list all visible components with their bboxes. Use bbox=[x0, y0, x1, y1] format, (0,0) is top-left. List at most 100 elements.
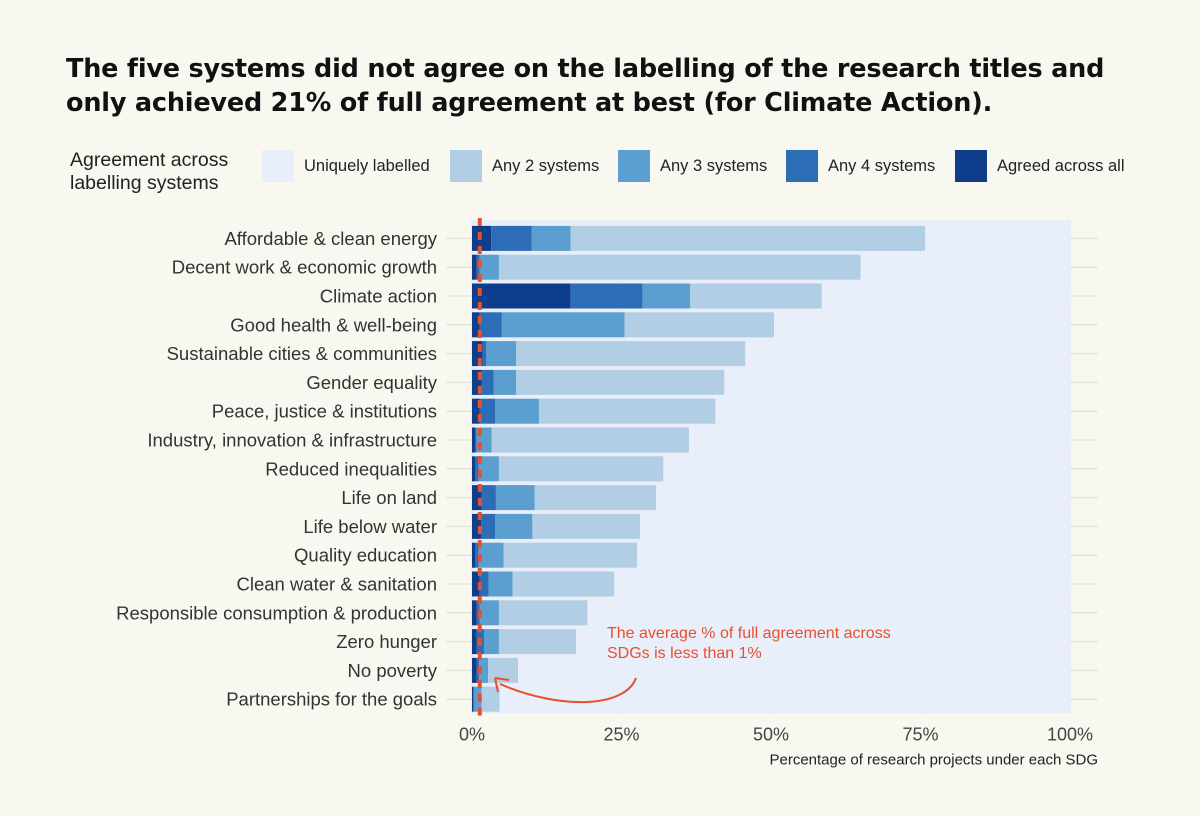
bar-agreed-across-all bbox=[472, 283, 571, 309]
legend-swatch bbox=[955, 150, 987, 182]
bar-any-2-systems bbox=[481, 686, 500, 712]
category-label: Decent work & economic growth bbox=[172, 257, 437, 278]
bar-agreed-across-all bbox=[472, 369, 482, 395]
bar-any-3-systems bbox=[501, 312, 625, 338]
bar-any-3-systems bbox=[478, 456, 499, 482]
bar-agreed-across-all bbox=[472, 456, 475, 482]
legend-label: Uniquely labelled bbox=[304, 157, 430, 175]
bar-agreed-across-all bbox=[472, 398, 480, 424]
bar-any-2-systems bbox=[516, 341, 746, 367]
x-tick-label: 25% bbox=[603, 725, 639, 745]
bar-any-2-systems bbox=[516, 369, 725, 395]
bar-any-3-systems bbox=[483, 629, 499, 655]
bar-any-2-systems bbox=[570, 225, 926, 251]
bar-agreed-across-all bbox=[472, 657, 477, 683]
annotation-text: The average % of full agreement across S… bbox=[607, 625, 891, 662]
bar-uniquely-labelled bbox=[724, 369, 1070, 395]
bar-uniquely-labelled bbox=[773, 312, 1070, 338]
bar-any-4-systems bbox=[473, 686, 475, 712]
bar-any-4-systems bbox=[481, 485, 496, 511]
bar-uniquely-labelled bbox=[745, 341, 1070, 367]
bar-any-4-systems bbox=[474, 427, 477, 453]
bar-any-4-systems bbox=[479, 312, 502, 338]
bar-any-2-systems bbox=[491, 427, 690, 453]
category-label: Peace, justice & institutions bbox=[212, 401, 437, 422]
bar-any-2-systems bbox=[534, 485, 657, 511]
bar-any-3-systems bbox=[479, 254, 499, 280]
chart-title: The five systems did not agree on the la… bbox=[66, 54, 1105, 118]
bar-agreed-across-all bbox=[472, 312, 480, 338]
bar-uniquely-labelled bbox=[637, 542, 1070, 568]
bar-any-2-systems bbox=[498, 600, 588, 626]
bar-any-3-systems bbox=[479, 600, 499, 626]
bar-agreed-across-all bbox=[472, 254, 477, 280]
bar-any-4-systems bbox=[491, 225, 532, 251]
bar-uniquely-labelled bbox=[587, 600, 1070, 626]
bar-uniquely-labelled bbox=[499, 686, 1070, 712]
bar-agreed-across-all bbox=[472, 485, 482, 511]
x-tick-label: 75% bbox=[902, 725, 938, 745]
bar-any-4-systems bbox=[474, 542, 479, 568]
bar-any-2-systems bbox=[503, 542, 638, 568]
bar-agreed-across-all bbox=[472, 629, 477, 655]
bar-agreed-across-all bbox=[472, 686, 474, 712]
legend-swatch bbox=[450, 150, 482, 182]
category-label: Affordable & clean energy bbox=[224, 228, 437, 249]
bar-any-2-systems bbox=[690, 283, 822, 309]
category-label: Quality education bbox=[294, 545, 437, 566]
bar-any-2-systems bbox=[498, 629, 577, 655]
bar-any-3-systems bbox=[493, 369, 517, 395]
bar-any-4-systems bbox=[481, 369, 494, 395]
bar-any-2-systems bbox=[624, 312, 774, 338]
legend-label: Any 4 systems bbox=[828, 157, 936, 175]
category-label: Zero hunger bbox=[336, 631, 437, 652]
category-label: Gender equality bbox=[306, 372, 437, 393]
bar-any-4-systems bbox=[480, 513, 496, 539]
bar-uniquely-labelled bbox=[715, 398, 1070, 424]
legend-label: Any 2 systems bbox=[492, 157, 600, 175]
legend-title: Agreement across labelling systems bbox=[70, 149, 229, 194]
bar-uniquely-labelled bbox=[689, 427, 1070, 453]
legend-swatch bbox=[786, 150, 818, 182]
category-label: Life below water bbox=[303, 516, 437, 537]
bar-any-3-systems bbox=[642, 283, 691, 309]
bar-uniquely-labelled bbox=[576, 629, 1070, 655]
bar-any-4-systems bbox=[474, 456, 479, 482]
bar-any-3-systems bbox=[478, 542, 504, 568]
category-label: No poverty bbox=[348, 660, 438, 681]
x-tick-label: 0% bbox=[459, 725, 485, 745]
bar-uniquely-labelled bbox=[656, 485, 1070, 511]
category-label: Industry, innovation & infrastructure bbox=[147, 430, 437, 451]
bar-uniquely-labelled bbox=[925, 225, 1070, 251]
legend-label: Agreed across all bbox=[997, 157, 1125, 175]
bar-agreed-across-all bbox=[472, 600, 477, 626]
bar-any-2-systems bbox=[532, 513, 641, 539]
legend-label: Any 3 systems bbox=[660, 157, 768, 175]
bar-agreed-across-all bbox=[472, 571, 480, 597]
bar-any-2-systems bbox=[498, 456, 664, 482]
bar-uniquely-labelled bbox=[640, 513, 1070, 539]
bar-any-3-systems bbox=[531, 225, 571, 251]
category-label: Climate action bbox=[320, 286, 437, 307]
bar-any-3-systems bbox=[479, 657, 489, 683]
bar-any-4-systems bbox=[479, 398, 496, 424]
x-tick-label: 50% bbox=[753, 725, 789, 745]
x-axis-label: Percentage of research projects under ea… bbox=[769, 752, 1098, 769]
category-label: Life on land bbox=[341, 487, 437, 508]
bar-uniquely-labelled bbox=[821, 283, 1070, 309]
bar-uniquely-labelled bbox=[614, 571, 1070, 597]
bar-agreed-across-all bbox=[472, 341, 483, 367]
bar-uniquely-labelled bbox=[860, 254, 1070, 280]
bar-any-2-systems bbox=[512, 571, 615, 597]
bar-agreed-across-all bbox=[472, 542, 475, 568]
category-label: Good health & well-being bbox=[230, 314, 437, 335]
legend-swatch bbox=[262, 150, 294, 182]
category-label: Responsible consumption & production bbox=[116, 602, 437, 623]
bar-any-2-systems bbox=[538, 398, 716, 424]
category-label: Reduced inequalities bbox=[265, 458, 437, 479]
bar-agreed-across-all bbox=[472, 427, 475, 453]
category-label: Sustainable cities & communities bbox=[167, 343, 437, 364]
bar-uniquely-labelled bbox=[663, 456, 1070, 482]
category-label: Partnerships for the goals bbox=[226, 689, 437, 710]
